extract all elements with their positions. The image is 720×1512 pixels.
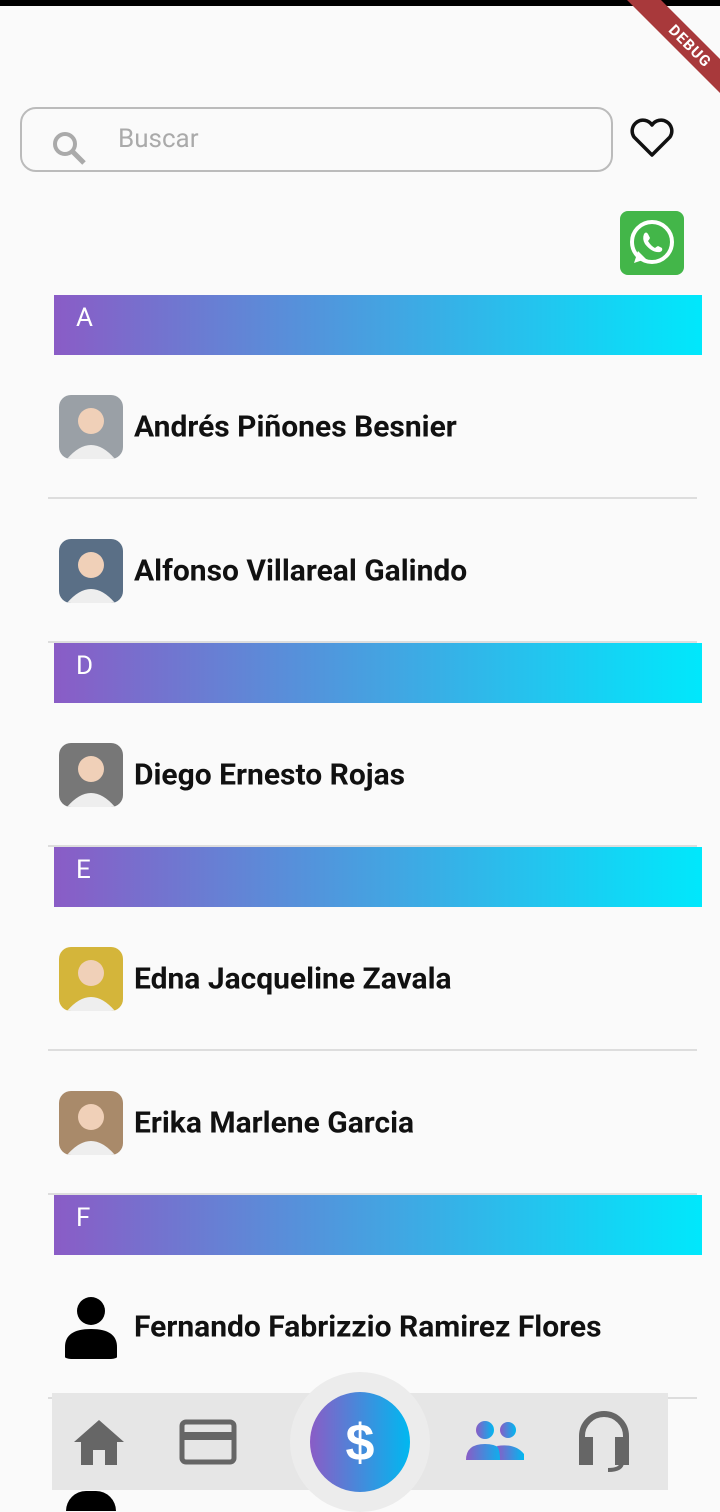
search-placeholder: Buscar xyxy=(118,124,199,154)
contact-name[interactable]: Edna Jacqueline Zavala xyxy=(134,961,452,997)
contact-name[interactable]: Erika Marlene Garcia xyxy=(134,1105,415,1141)
status-bar xyxy=(0,0,720,6)
debug-label: DEBUG xyxy=(624,0,720,112)
payment-button[interactable]: $ xyxy=(310,1392,410,1492)
divider xyxy=(48,641,697,643)
divider xyxy=(48,1193,697,1195)
contact-name[interactable]: Andrés Piñones Besnier xyxy=(134,409,457,445)
contact-avatar xyxy=(59,1091,123,1155)
contact-name[interactable]: Alfonso Villareal Galindo xyxy=(134,553,468,589)
section-header: D xyxy=(54,643,702,703)
contact-avatar-partial xyxy=(66,1491,116,1511)
divider xyxy=(48,845,697,847)
divider xyxy=(48,1049,697,1051)
bottom-nav-icons: $ xyxy=(74,1372,629,1512)
contact-avatar xyxy=(59,1295,123,1359)
favorite-button[interactable] xyxy=(629,117,675,159)
support-icon[interactable] xyxy=(579,1411,629,1472)
contact-name[interactable]: Diego Ernesto Rojas xyxy=(134,757,406,793)
debug-ribbon: DEBUG xyxy=(600,0,720,120)
contact-name[interactable]: Fernando Fabrizzio Ramirez Flores xyxy=(134,1309,602,1345)
whatsapp-button[interactable] xyxy=(620,211,684,275)
contact-avatar xyxy=(59,743,123,807)
svg-text:$: $ xyxy=(346,1414,375,1472)
contacts-icon[interactable] xyxy=(466,1421,524,1460)
search-icon xyxy=(53,132,86,165)
contact-avatar xyxy=(59,539,123,603)
card-icon[interactable] xyxy=(179,1419,237,1465)
contact-avatar xyxy=(59,947,123,1011)
section-header: E xyxy=(54,847,702,907)
home-icon[interactable] xyxy=(74,1420,124,1465)
contact-avatar xyxy=(59,395,123,459)
divider xyxy=(48,497,697,499)
section-header: F xyxy=(54,1195,702,1255)
search-box[interactable]: Buscar xyxy=(20,107,613,172)
section-header: A xyxy=(54,295,702,355)
